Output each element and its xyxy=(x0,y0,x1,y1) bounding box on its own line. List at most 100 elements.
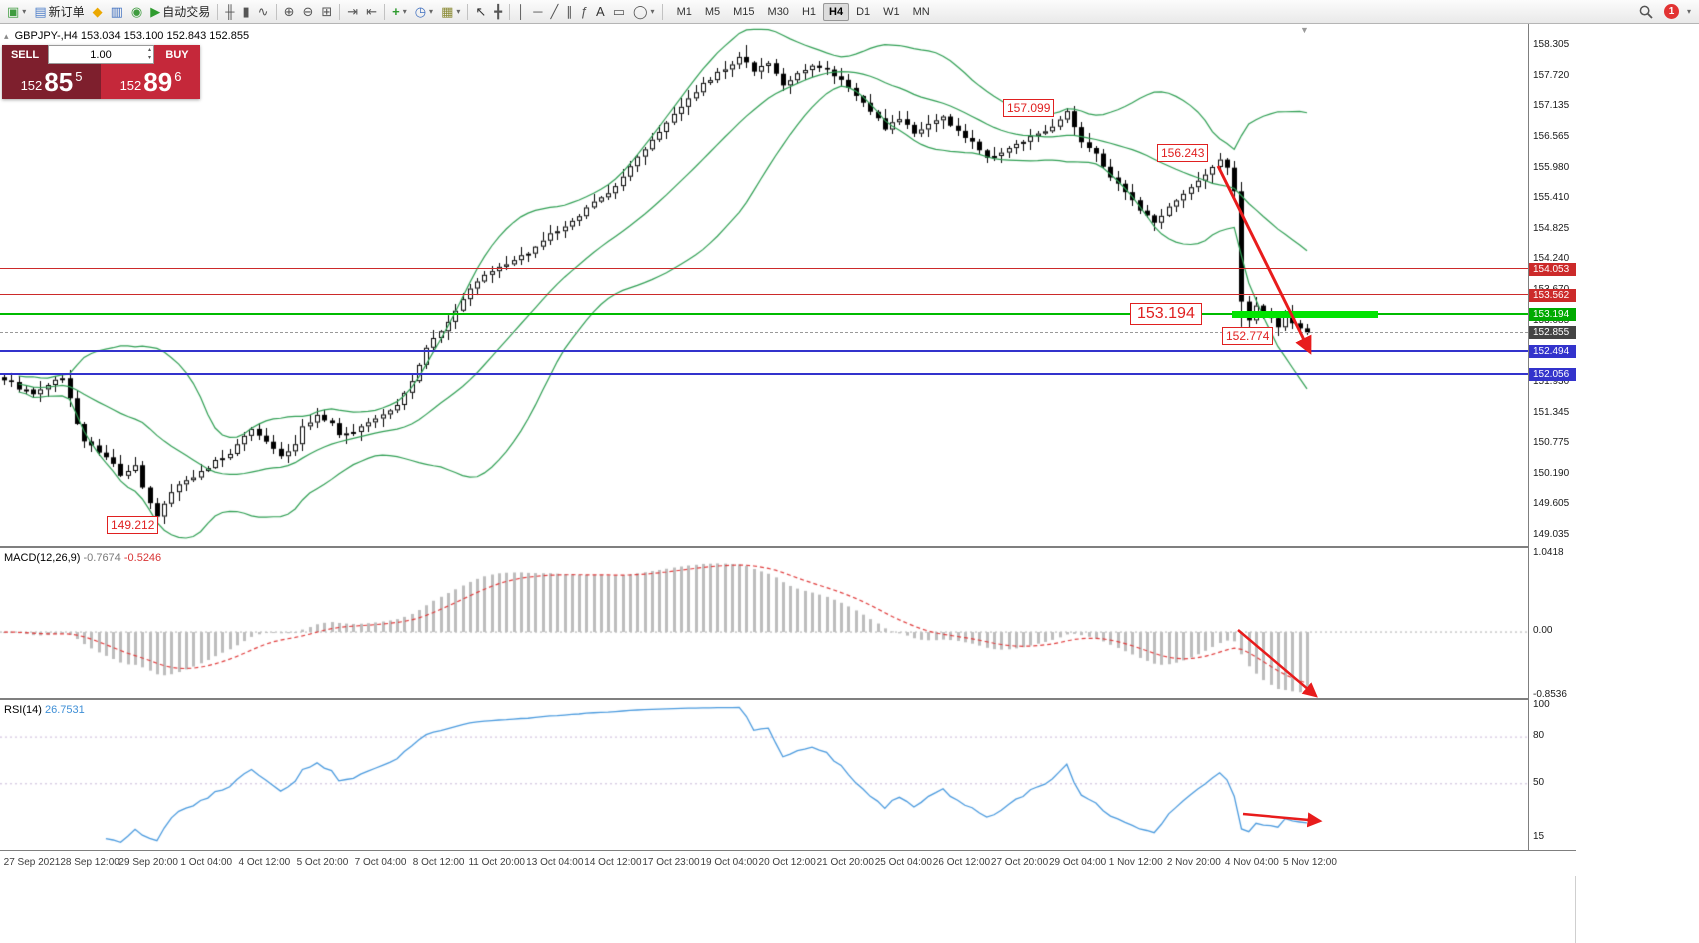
price-scale[interactable]: 158.305 157.720 157.135 156.565 155.980 155.4… xyxy=(1528,24,1576,850)
timeframe-w1-button[interactable]: W1 xyxy=(883,5,900,18)
buy-price-display[interactable]: 152 89 6 xyxy=(101,64,200,99)
macd-pane[interactable]: MACD(12,26,9) -0.7674 -0.5246 xyxy=(0,546,1528,698)
zoom-out-button[interactable]: ⊖ xyxy=(298,2,317,22)
macd-axis-label: 0.00 xyxy=(1533,625,1553,637)
line-chart-button[interactable]: ∿ xyxy=(254,2,273,22)
new-chart-button[interactable]: ▣ ▾ xyxy=(3,2,30,22)
timeframe-m1-button[interactable]: M1 xyxy=(676,5,692,18)
symbol-title: ▴ GBPJPY-,H4 153.034 153.100 152.843 152… xyxy=(4,30,249,42)
price-tag-152.056: 152.056 xyxy=(1529,368,1576,382)
timeframe-m5-button[interactable]: M5 xyxy=(704,5,721,18)
candlestick-chart-icon: ▮ xyxy=(242,4,250,19)
spinner-up-icon[interactable]: ▴ xyxy=(147,47,151,53)
zoom-in-icon: ⊕ xyxy=(283,4,295,19)
price-callout-152.774[interactable]: 152.774 xyxy=(1222,327,1274,346)
zoom-out-icon: ⊖ xyxy=(302,4,314,19)
time-axis-label: 27 Oct 20:00 xyxy=(990,857,1049,868)
toolbar-overflow-caret-icon[interactable]: ▾ xyxy=(1686,7,1691,16)
trendline-button[interactable]: ╱ xyxy=(546,2,562,22)
cursor-button[interactable]: ↖ xyxy=(471,2,490,22)
auto-trading-button[interactable]: ▶ 自动交易 xyxy=(146,2,214,22)
new-chart-icon: ▣ xyxy=(7,4,20,19)
horizontal-line-154.053[interactable] xyxy=(0,268,1528,270)
sell-button[interactable]: SELL xyxy=(2,45,48,64)
time-axis-label: 26 Oct 12:00 xyxy=(932,857,991,868)
timeframe-m15-button[interactable]: M15 xyxy=(733,5,755,18)
highlight-bar[interactable] xyxy=(1232,310,1378,318)
periods-button[interactable]: ◷ ▾ xyxy=(411,2,437,22)
spinner-down-icon[interactable]: ▾ xyxy=(147,55,151,62)
toolbar-right: 1 ▾ xyxy=(1635,2,1696,22)
crosshair-icon: ╋ xyxy=(494,4,503,19)
fibonacci-button[interactable]: ƒ xyxy=(577,2,592,22)
time-axis[interactable]: 27 Sep 2021 28 Sep 12:00 29 Sep 20:00 1 Oct… xyxy=(0,850,1576,876)
chart-shift-button[interactable]: ⇥ xyxy=(343,2,362,22)
crosshair-button[interactable]: ╋ xyxy=(490,2,506,22)
rsi-pane[interactable]: RSI(14) 26.7531 xyxy=(0,698,1528,850)
timeframe-d1-button[interactable]: D1 xyxy=(856,5,871,18)
mql5-market-button[interactable]: ◆ xyxy=(89,2,107,22)
timeframe-mn-button[interactable]: MN xyxy=(912,5,930,18)
main-chart-pane[interactable]: ▴ GBPJPY-,H4 153.034 153.100 152.843 152… xyxy=(0,24,1528,546)
templates-button[interactable]: ▦ ▾ xyxy=(437,2,464,22)
horizontal-line-152.855[interactable] xyxy=(0,331,1528,333)
candlestick-canvas[interactable] xyxy=(0,24,1528,546)
time-axis-label: 5 Oct 20:00 xyxy=(296,857,349,868)
candlestick-chart-button[interactable]: ▮ xyxy=(239,2,254,22)
toolbar-buttons: ▣ ▾ ▤ 新订单 ◆ ▥ ◉ ▶ 自动交易 ╫ ▮ ∿ ⊕ ⊖ ⊞ ⇥ ⇤ + ▾ ◷ ▾ ▦ ▾ ↖ ╋ │ ─ ╱ ∥ ƒ A ▭ ◯ ▾ xyxy=(3,0,666,23)
trade-panel-top-row: SELL 1.00 ▴ ▾ BUY xyxy=(2,45,200,64)
horizontal-line-153.194[interactable] xyxy=(0,313,1528,316)
vertical-line-button[interactable]: │ xyxy=(513,2,529,22)
price-callout-156.243[interactable]: 156.243 xyxy=(1157,143,1209,162)
auto-scroll-button[interactable]: ⇤ xyxy=(362,2,381,22)
bar-chart-button[interactable]: ╫ xyxy=(221,2,238,22)
new-order-button[interactable]: ▤ 新订单 xyxy=(30,2,88,22)
data-window-button[interactable]: ◉ xyxy=(127,2,146,22)
text-tool-button[interactable]: A xyxy=(592,2,609,22)
buy-price-big: 89 xyxy=(143,66,173,97)
buy-button[interactable]: BUY xyxy=(154,45,200,64)
time-axis-label: 29 Oct 04:00 xyxy=(1048,857,1107,868)
indicators-icon: + xyxy=(392,4,400,19)
time-axis-label: 4 Nov 04:00 xyxy=(1224,857,1279,868)
indicators-button[interactable]: + ▾ xyxy=(388,2,411,22)
timeframe-h4-button[interactable]: H4 xyxy=(823,2,850,21)
top-toolbar: ▣ ▾ ▤ 新订单 ◆ ▥ ◉ ▶ 自动交易 ╫ ▮ ∿ ⊕ ⊖ ⊞ ⇥ ⇤ + ▾ ◷ ▾ ▦ ▾ ↖ ╋ │ ─ ╱ ∥ ƒ A ▭ ◯ ▾ … xyxy=(0,0,1699,24)
horizontal-line-152.494[interactable] xyxy=(0,350,1528,353)
fibonacci-icon: ƒ xyxy=(580,4,589,19)
volume-value: 1.00 xyxy=(90,48,112,61)
horizontal-line-153.562[interactable] xyxy=(0,294,1528,296)
rsi-canvas[interactable] xyxy=(0,700,1528,850)
price-axis-label: 157.135 xyxy=(1533,100,1570,112)
toolbar-separator xyxy=(339,3,341,20)
zoom-in-button[interactable]: ⊕ xyxy=(280,2,299,22)
timeframe-m30-button[interactable]: M30 xyxy=(767,5,789,18)
price-callout-149.212[interactable]: 149.212 xyxy=(107,515,159,534)
shapes-button[interactable]: ◯ ▾ xyxy=(629,2,659,22)
price-axis-label: 155.410 xyxy=(1533,192,1570,204)
sell-price-display[interactable]: 152 85 5 xyxy=(2,64,101,99)
macd-name: MACD(12,26,9) xyxy=(4,552,81,564)
cursor-icon: ↖ xyxy=(475,4,487,19)
horizontal-line-152.056[interactable] xyxy=(0,373,1528,376)
symbol-ohlc: 153.034 153.100 152.843 152.855 xyxy=(80,30,250,42)
macd-canvas[interactable] xyxy=(0,548,1528,698)
notification-badge[interactable]: 1 xyxy=(1663,4,1679,19)
search-button[interactable] xyxy=(1635,2,1657,22)
tile-windows-button[interactable]: ⊞ xyxy=(317,2,336,22)
rsi-label: RSI(14) 26.7531 xyxy=(4,704,85,716)
channel-button[interactable]: ∥ xyxy=(562,2,577,22)
symbol-name: GBPJPY-,H4 xyxy=(14,30,78,42)
price-callout-157.099[interactable]: 157.099 xyxy=(1003,98,1055,117)
price-axis-label: 149.035 xyxy=(1533,529,1570,540)
time-axis-label: 5 Nov 12:00 xyxy=(1283,857,1337,868)
volume-spinner[interactable]: ▴ ▾ xyxy=(148,46,151,63)
search-icon xyxy=(1639,5,1653,19)
price-callout-153.194[interactable]: 153.194 xyxy=(1130,303,1202,326)
horizontal-line-button[interactable]: ─ xyxy=(529,2,546,22)
time-axis-label: 19 Oct 04:00 xyxy=(700,857,758,868)
timeframe-h1-button[interactable]: H1 xyxy=(801,5,816,18)
volume-input[interactable]: 1.00 ▴ ▾ xyxy=(48,45,154,64)
label-tool-button[interactable]: ▭ xyxy=(609,2,629,22)
market-watch-button[interactable]: ▥ xyxy=(107,2,127,22)
